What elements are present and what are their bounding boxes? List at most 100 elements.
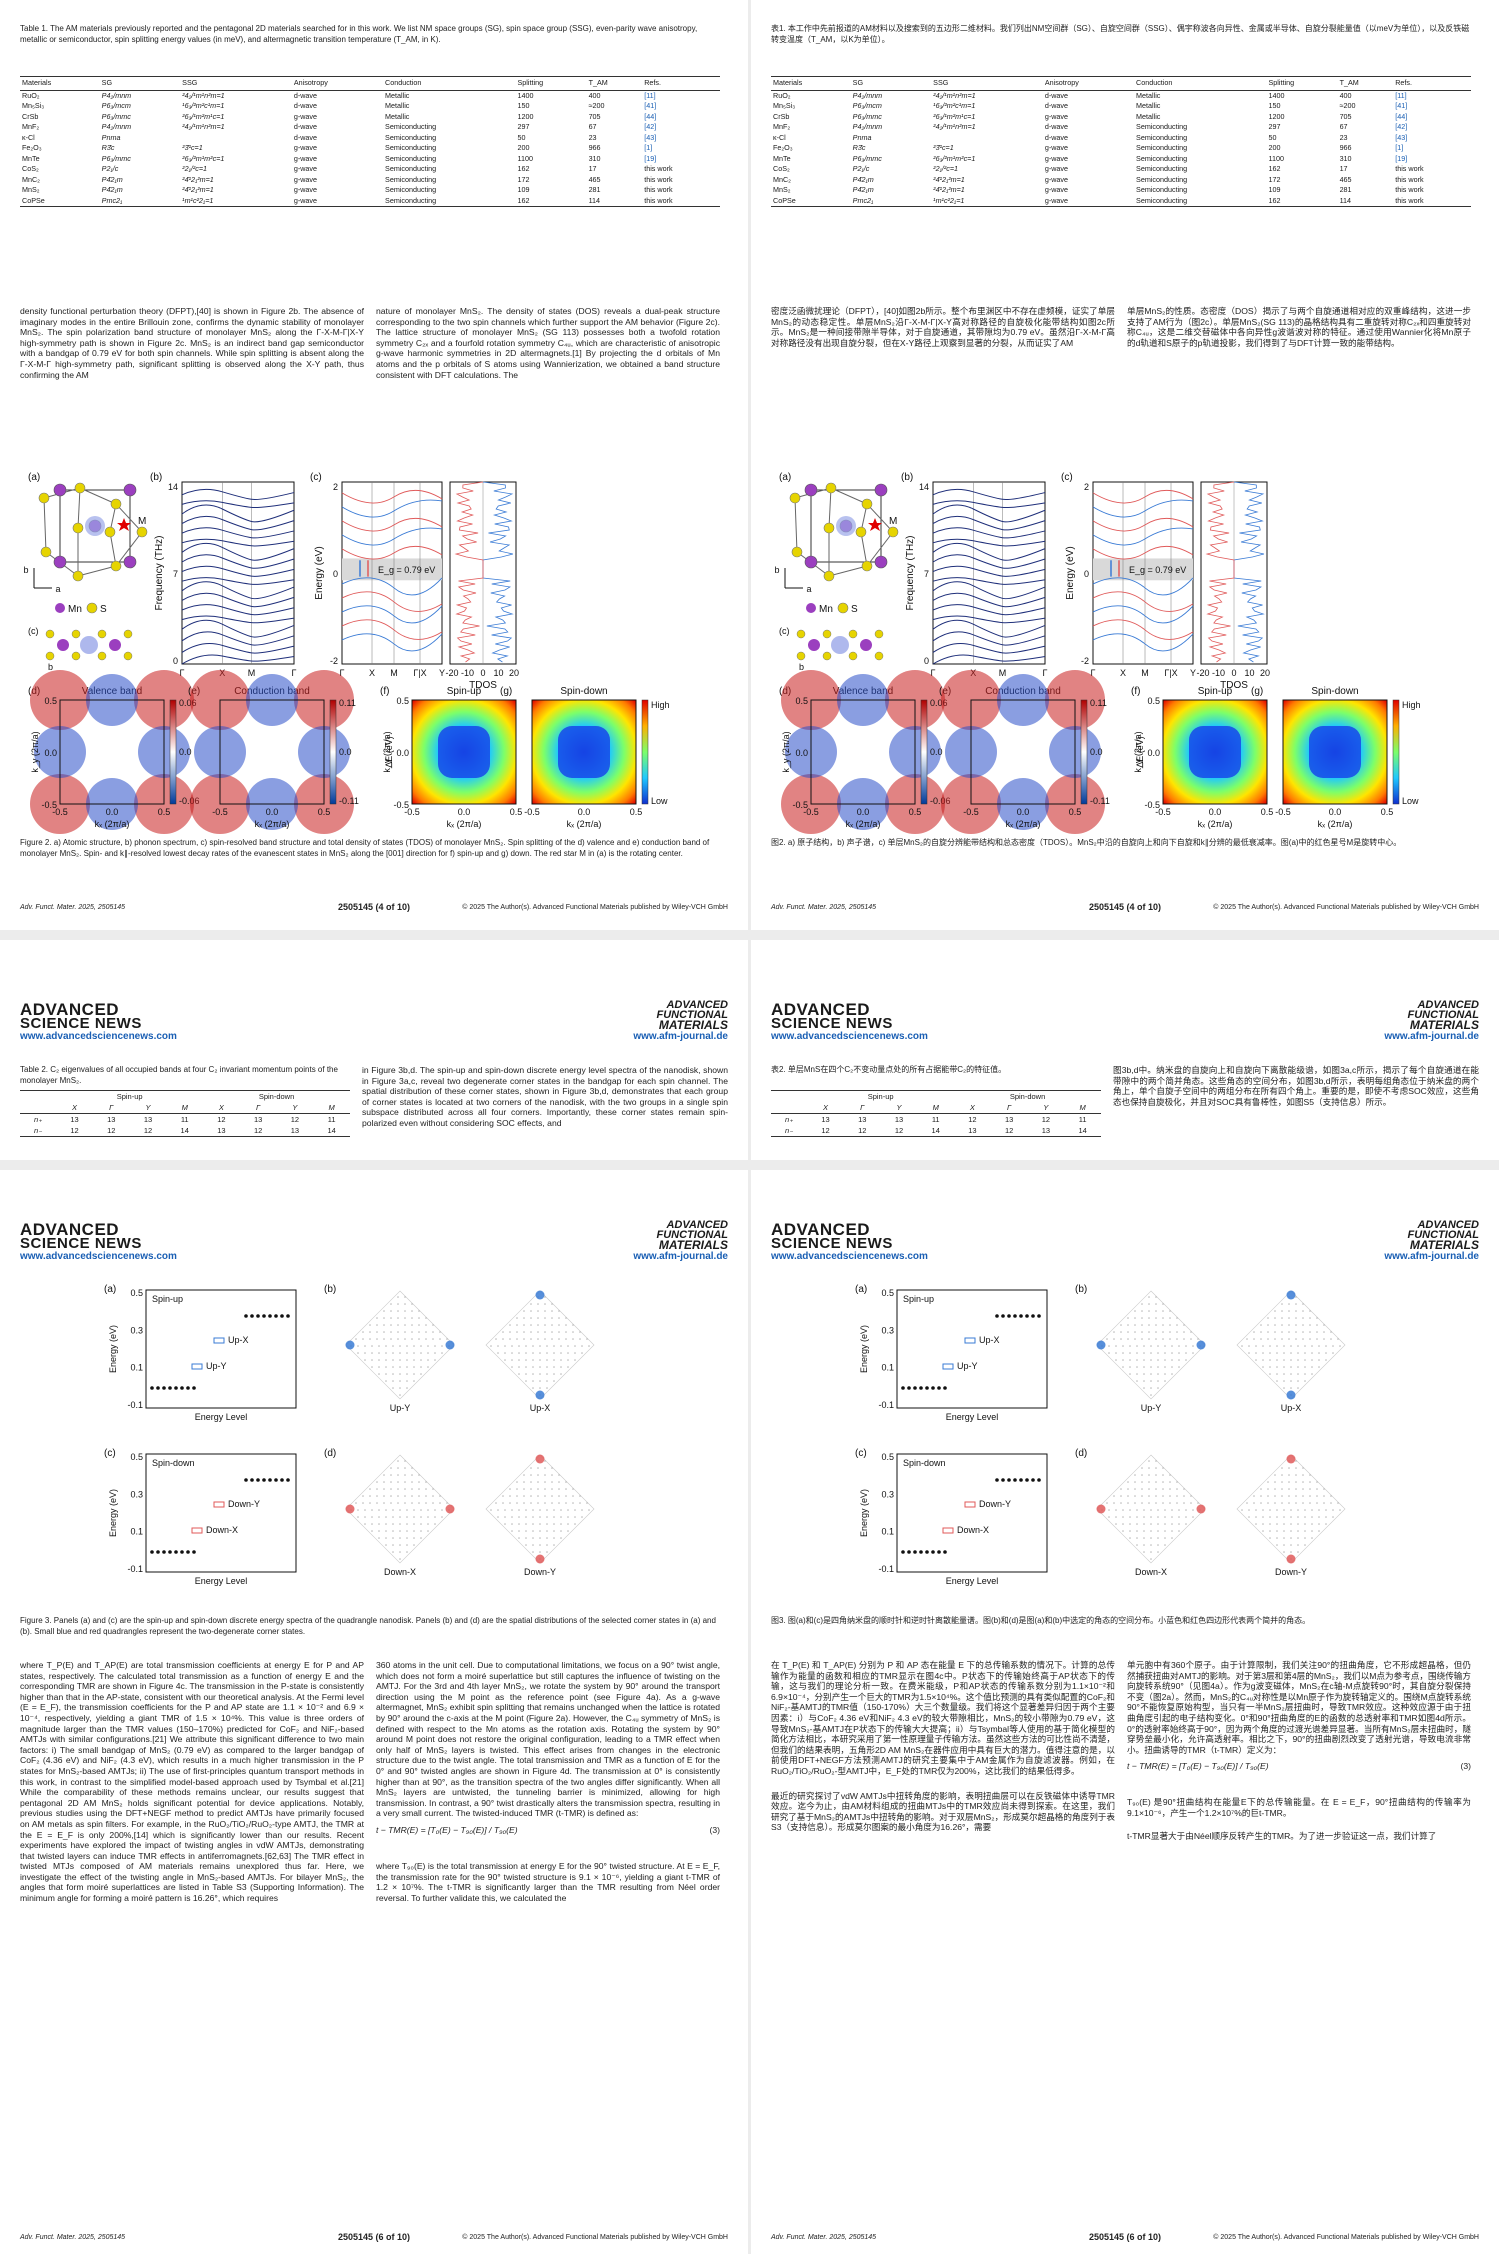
- table-cell[interactable]: [19]: [1395, 153, 1408, 163]
- bulk-state: [186, 1386, 190, 1390]
- table-cell: R3̄c: [101, 143, 115, 152]
- lattice-site: [413, 1359, 415, 1361]
- lattice-site: [1316, 1481, 1318, 1483]
- lattice-site: [1323, 1502, 1325, 1504]
- nanodisk: [1236, 1454, 1346, 1564]
- lattice-site: [1311, 1359, 1313, 1361]
- lattice-site: [1302, 1310, 1304, 1312]
- lattice-site: [1276, 1537, 1278, 1539]
- lattice-site: [1122, 1359, 1124, 1361]
- table-cell[interactable]: [1]: [1395, 143, 1404, 152]
- table-cell: d-wave: [293, 90, 317, 100]
- journal-url[interactable]: www.advancedsciencenews.com: [20, 1251, 177, 1262]
- lattice-site: [425, 1324, 427, 1326]
- colorbar-tick: 0.0: [339, 747, 352, 757]
- table-cell[interactable]: [11]: [1395, 90, 1407, 100]
- table-cell: Semiconducting: [1136, 174, 1188, 184]
- nanodisk-label: Up-X: [530, 1403, 551, 1413]
- table-cell: RuO₂: [773, 90, 791, 100]
- lattice-site: [399, 1558, 401, 1560]
- s-atom: [848, 629, 858, 639]
- lattice-site: [1127, 1338, 1129, 1340]
- lattice-site: [1150, 1523, 1152, 1525]
- table-cell: 13: [858, 1115, 867, 1124]
- lattice-site: [1302, 1488, 1304, 1490]
- table-cell: 13: [1027, 1125, 1065, 1137]
- table-cell: CoS₂: [773, 164, 790, 173]
- journal-url-right[interactable]: www.afm-journal.de: [633, 1251, 728, 1262]
- lattice-site: [1134, 1495, 1136, 1497]
- journal-url[interactable]: www.advancedsciencenews.com: [771, 1251, 928, 1262]
- journal-url-right[interactable]: www.afm-journal.de: [1384, 1031, 1479, 1042]
- lattice-site: [1311, 1516, 1313, 1518]
- lattice-site: [579, 1502, 581, 1504]
- table-cell[interactable]: [11]: [644, 90, 656, 100]
- lattice-site: [518, 1537, 520, 1539]
- mn-orbital: [836, 516, 856, 536]
- lattice-site: [1129, 1516, 1131, 1518]
- lattice-site: [1157, 1551, 1159, 1553]
- table-cell: 23: [588, 132, 597, 142]
- split-colorbar: [329, 699, 337, 805]
- lattice-site: [1316, 1317, 1318, 1319]
- lattice-site: [553, 1509, 555, 1511]
- lattice-site: [1318, 1345, 1320, 1347]
- table-cell: P4̄2₁m: [101, 185, 123, 194]
- kx-tick: 0.5: [1381, 807, 1394, 817]
- table-cell[interactable]: [44]: [1395, 111, 1408, 121]
- table-cell: ¹6₃/²m²c¹m=1: [182, 101, 225, 110]
- panel-label-a: (a): [28, 472, 40, 483]
- table-cell[interactable]: [19]: [644, 153, 657, 163]
- table-cell[interactable]: [1]: [644, 143, 653, 152]
- lattice-site: [1120, 1488, 1122, 1490]
- lattice-site: [1162, 1303, 1164, 1305]
- journal-url-right[interactable]: www.afm-journal.de: [1384, 1251, 1479, 1262]
- lattice-site: [1330, 1495, 1332, 1497]
- table-cell: 50: [1268, 132, 1277, 142]
- band-y-label: Energy (eV): [314, 546, 325, 599]
- lattice-site: [1283, 1366, 1285, 1368]
- lattice-site: [1288, 1495, 1290, 1497]
- table-cell: [20, 1102, 57, 1114]
- table-cell[interactable]: [41]: [1395, 101, 1408, 110]
- table-cell[interactable]: [43]: [1395, 132, 1408, 142]
- energy-tick: 0.1: [881, 1363, 894, 1373]
- table-cell[interactable]: [44]: [644, 111, 657, 121]
- lattice-site: [1325, 1359, 1327, 1361]
- bond: [77, 487, 81, 529]
- lattice-site: [1302, 1467, 1304, 1469]
- lattice-site: [558, 1495, 560, 1497]
- energy-axis-label: Energy (eV): [859, 1325, 869, 1373]
- lattice-site: [411, 1324, 413, 1326]
- table-cell: Semiconducting: [385, 153, 437, 163]
- lattice-site: [1169, 1495, 1171, 1497]
- lattice-site: [362, 1502, 364, 1504]
- journal-url-right[interactable]: www.afm-journal.de: [633, 1031, 728, 1042]
- lattice-site: [418, 1502, 420, 1504]
- lattice-site: [434, 1352, 436, 1354]
- bulk-state: [907, 1386, 911, 1390]
- table-cell[interactable]: [41]: [644, 101, 657, 110]
- lattice-site: [1178, 1523, 1180, 1525]
- lattice-site: [357, 1509, 359, 1511]
- nanodisk-outline: [1096, 1290, 1206, 1400]
- table-cell[interactable]: [42]: [644, 122, 657, 131]
- lattice-site: [1283, 1373, 1285, 1375]
- bulk-state: [1007, 1478, 1011, 1482]
- lattice-site: [1295, 1488, 1297, 1490]
- lattice-site: [504, 1345, 506, 1347]
- colorbar-tick: -0.06: [179, 796, 200, 806]
- journal-url[interactable]: www.advancedsciencenews.com: [771, 1031, 928, 1042]
- lattice-site: [411, 1467, 413, 1469]
- lattice-site: [1330, 1502, 1332, 1504]
- lattice-site: [1134, 1474, 1136, 1476]
- energy-level-label: Energy Level: [195, 1412, 248, 1422]
- journal-url[interactable]: www.advancedsciencenews.com: [20, 1031, 177, 1042]
- lattice-site: [369, 1488, 371, 1490]
- table-cell[interactable]: [42]: [1395, 122, 1408, 131]
- lattice-site: [364, 1359, 366, 1361]
- table-cell[interactable]: [43]: [644, 132, 657, 142]
- lattice-site: [532, 1387, 534, 1389]
- lattice-site: [399, 1345, 401, 1347]
- lattice-site: [1164, 1530, 1166, 1532]
